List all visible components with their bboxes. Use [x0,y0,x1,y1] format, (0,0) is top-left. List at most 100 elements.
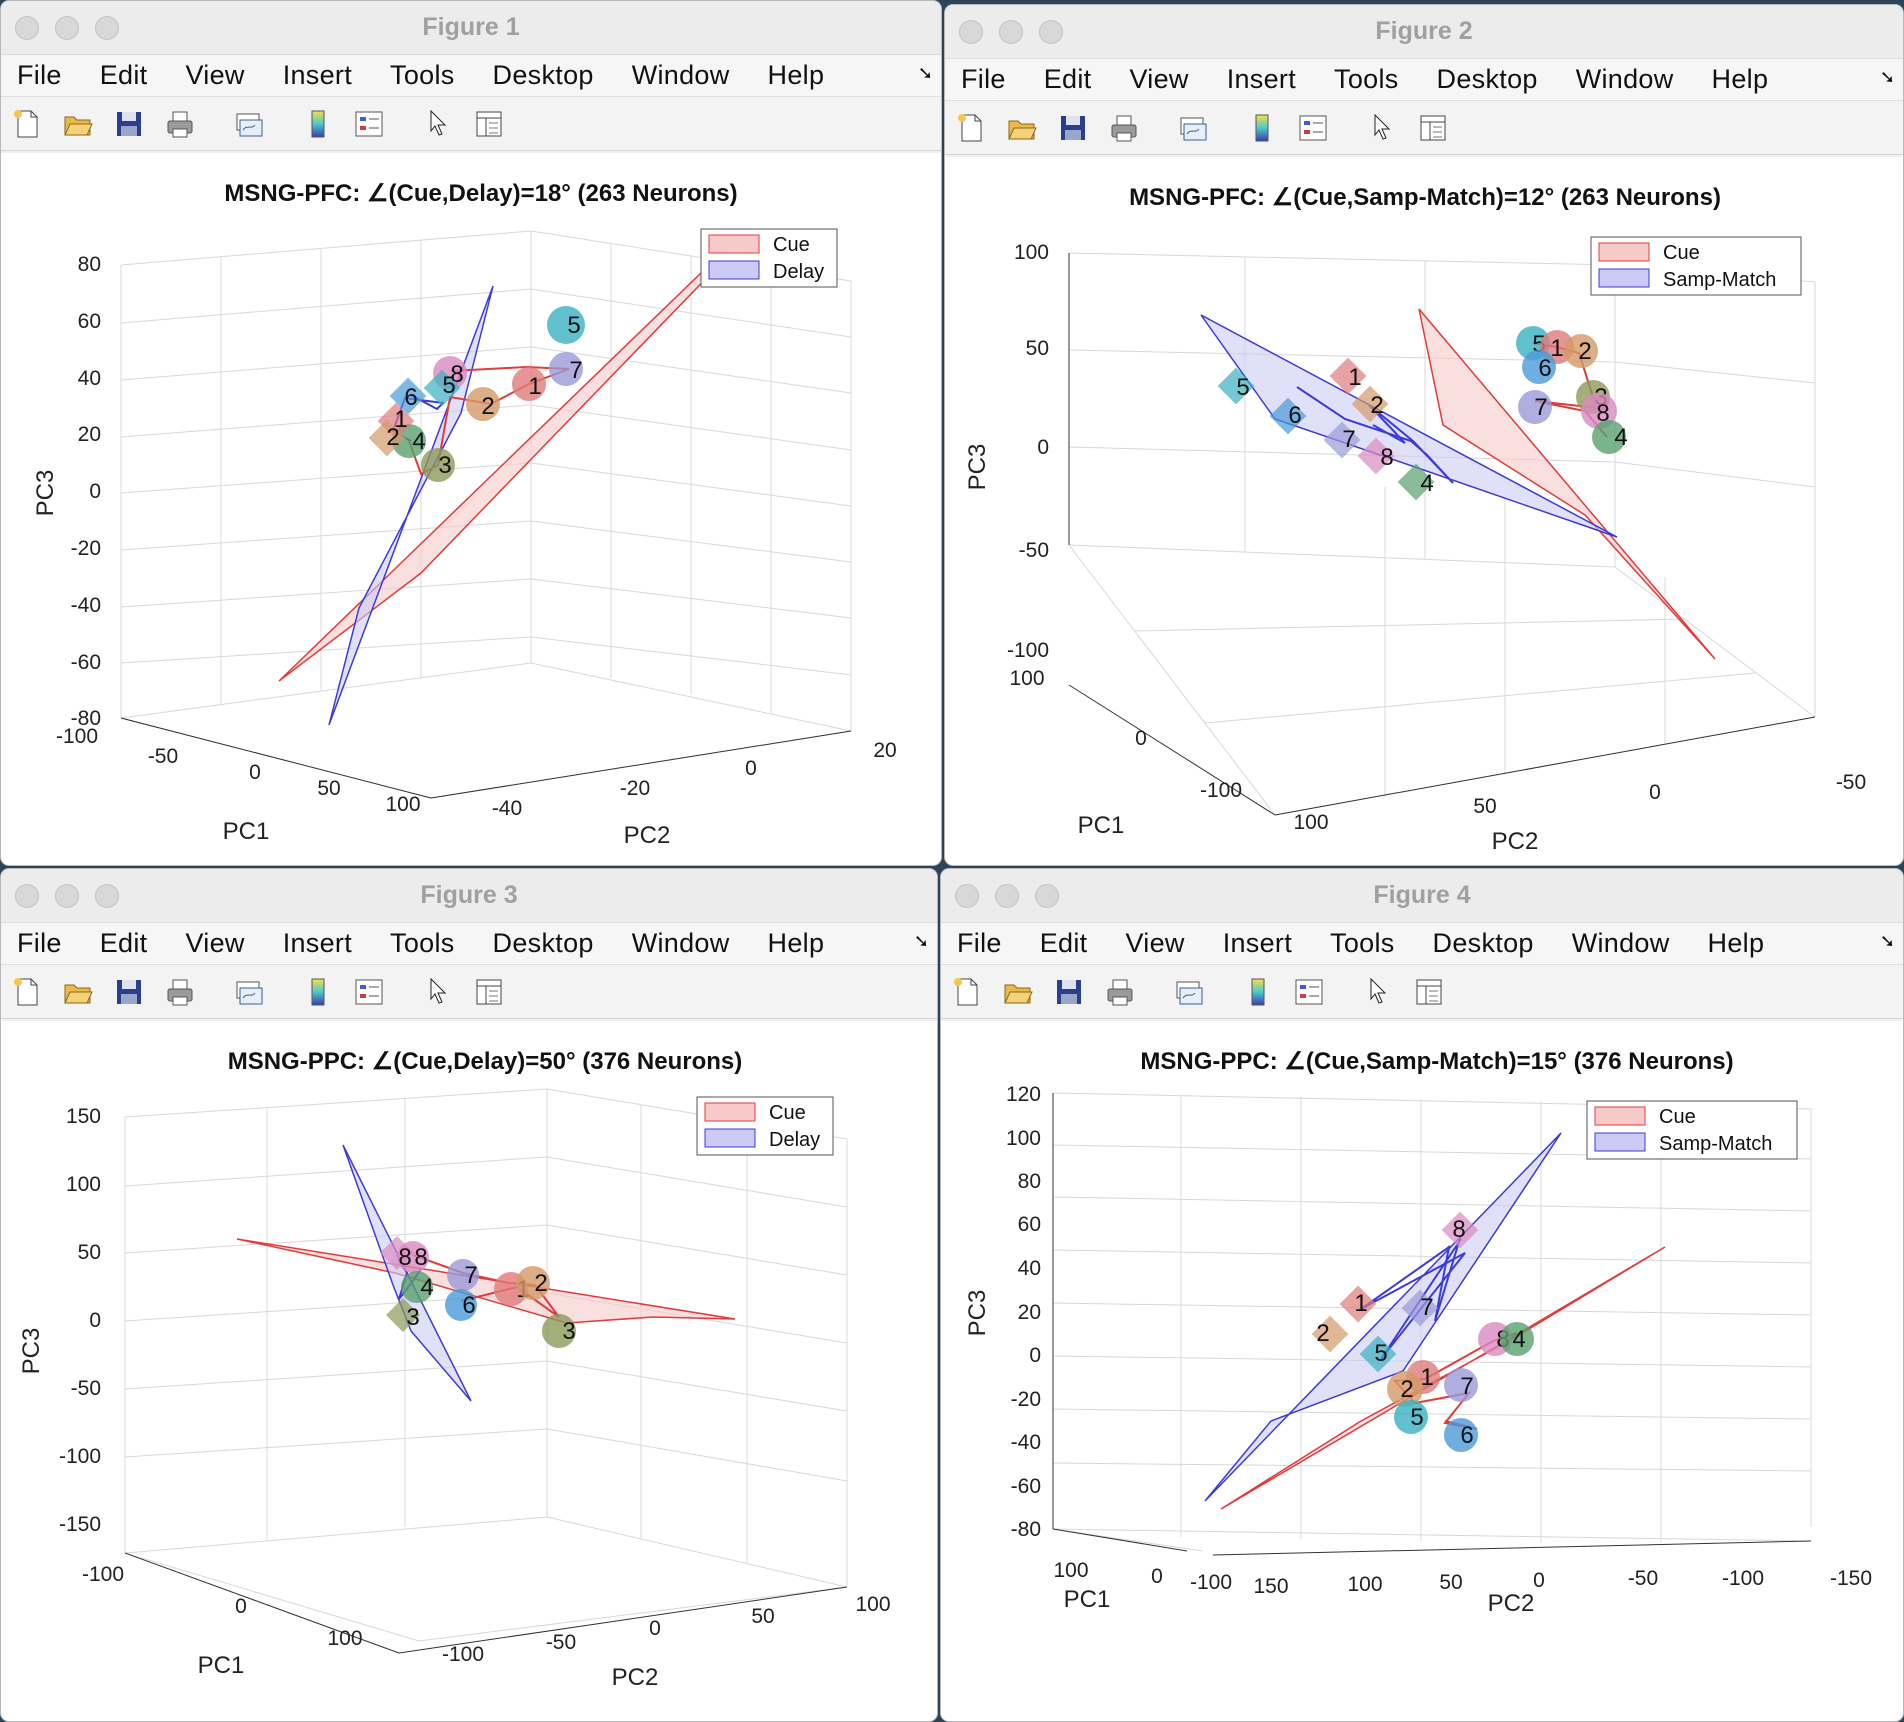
dock-arrow-icon[interactable]: ➘ [1879,67,1895,87]
minimize-button[interactable] [55,16,79,40]
property-inspector-icon[interactable] [471,106,507,142]
y-tick: -50 [546,1631,576,1654]
new-figure-icon[interactable] [949,974,985,1010]
legend[interactable]: Cue Delay [696,1096,834,1156]
dock-arrow-icon[interactable]: ➘ [913,931,929,951]
menu-file[interactable]: File [17,928,62,958]
minimize-button[interactable] [995,884,1019,908]
title-bar[interactable]: Figure 1 [1,1,941,55]
link-plot-icon[interactable] [1175,110,1211,146]
open-icon[interactable] [60,974,96,1010]
minimize-button[interactable] [999,20,1023,44]
menu-insert[interactable]: Insert [282,928,353,958]
pointer-icon[interactable] [420,974,456,1010]
save-icon[interactable] [111,974,147,1010]
menu-tools[interactable]: Tools [390,928,455,958]
minimize-button[interactable] [55,884,79,908]
menu-window[interactable]: Window [631,60,730,90]
pointer-icon[interactable] [420,106,456,142]
menu-help[interactable]: Help [767,928,825,958]
print-icon[interactable] [162,974,198,1010]
figure-canvas[interactable]: MSNG-PFC: ∠(Cue,Delay)=18° (263 Neurons) [1,153,941,865]
menu-desktop[interactable]: Desktop [492,928,594,958]
pointer-icon[interactable] [1360,974,1396,1010]
zoom-button[interactable] [1035,884,1059,908]
menu-window[interactable]: Window [631,928,730,958]
save-icon[interactable] [111,106,147,142]
menu-view[interactable]: View [185,60,245,90]
menu-view[interactable]: View [185,928,245,958]
print-icon[interactable] [1102,974,1138,1010]
dock-arrow-icon[interactable]: ➘ [1879,931,1895,951]
menu-file[interactable]: File [961,64,1006,94]
close-button[interactable] [15,16,39,40]
link-plot-icon[interactable] [1171,974,1207,1010]
colorbar-icon[interactable] [300,974,336,1010]
legend-icon[interactable] [1291,974,1327,1010]
legend-icon[interactable] [351,974,387,1010]
new-figure-icon[interactable] [9,106,45,142]
menu-desktop[interactable]: Desktop [1432,928,1534,958]
zoom-button[interactable] [95,16,119,40]
figure-canvas[interactable]: MSNG-PPC: ∠(Cue,Samp-Match)=15° (376 Neu… [941,1021,1903,1721]
x-label: PC1 [1078,812,1125,839]
menu-help[interactable]: Help [1711,64,1769,94]
new-figure-icon[interactable] [953,110,989,146]
menu-help[interactable]: Help [767,60,825,90]
close-button[interactable] [15,884,39,908]
menu-edit[interactable]: Edit [99,60,148,90]
colorbar-icon[interactable] [1240,974,1276,1010]
save-icon[interactable] [1055,110,1091,146]
zoom-button[interactable] [1039,20,1063,44]
print-icon[interactable] [162,106,198,142]
menu-file[interactable]: File [17,60,62,90]
save-icon[interactable] [1051,974,1087,1010]
menu-help[interactable]: Help [1707,928,1765,958]
colorbar-icon[interactable] [300,106,336,142]
property-inspector-icon[interactable] [1411,974,1447,1010]
legend-icon[interactable] [351,106,387,142]
figure-canvas[interactable]: MSNG-PPC: ∠(Cue,Delay)=50° (376 Neurons) [1,1021,937,1721]
legend-icon[interactable] [1295,110,1331,146]
menu-edit[interactable]: Edit [1039,928,1088,958]
property-inspector-icon[interactable] [1415,110,1451,146]
title-bar[interactable]: Figure 3 [1,869,937,923]
link-plot-icon[interactable] [231,974,267,1010]
menu-tools[interactable]: Tools [1330,928,1395,958]
open-icon[interactable] [60,106,96,142]
open-icon[interactable] [1000,974,1036,1010]
menu-insert[interactable]: Insert [1226,64,1297,94]
menu-tools[interactable]: Tools [390,60,455,90]
figure-canvas[interactable]: MSNG-PFC: ∠(Cue,Samp-Match)=12° (263 Neu… [945,157,1903,865]
dock-arrow-icon[interactable]: ➘ [917,63,933,83]
close-button[interactable] [959,20,983,44]
close-button[interactable] [955,884,979,908]
open-icon[interactable] [1004,110,1040,146]
menu-window[interactable]: Window [1571,928,1670,958]
menu-insert[interactable]: Insert [282,60,353,90]
menu-view[interactable]: View [1129,64,1189,94]
colorbar-icon[interactable] [1244,110,1280,146]
menu-file[interactable]: File [957,928,1002,958]
legend[interactable]: Cue Samp-Match [1590,236,1802,296]
menu-window[interactable]: Window [1575,64,1674,94]
menu-insert[interactable]: Insert [1222,928,1293,958]
svg-text:8: 8 [1380,444,1393,471]
title-bar[interactable]: Figure 2 [945,5,1903,59]
pointer-icon[interactable] [1364,110,1400,146]
menu-desktop[interactable]: Desktop [1436,64,1538,94]
title-bar[interactable]: Figure 4 [941,869,1903,923]
menu-edit[interactable]: Edit [1043,64,1092,94]
zoom-button[interactable] [95,884,119,908]
legend[interactable]: Cue Delay [700,228,838,288]
menu-edit[interactable]: Edit [99,928,148,958]
menu-view[interactable]: View [1125,928,1185,958]
menu-tools[interactable]: Tools [1334,64,1399,94]
property-inspector-icon[interactable] [471,974,507,1010]
new-figure-icon[interactable] [9,974,45,1010]
menu-desktop[interactable]: Desktop [492,60,594,90]
legend[interactable]: Cue Samp-Match [1586,1100,1798,1160]
link-plot-icon[interactable] [231,106,267,142]
print-icon[interactable] [1106,110,1142,146]
svg-text:4: 4 [1512,1326,1525,1353]
